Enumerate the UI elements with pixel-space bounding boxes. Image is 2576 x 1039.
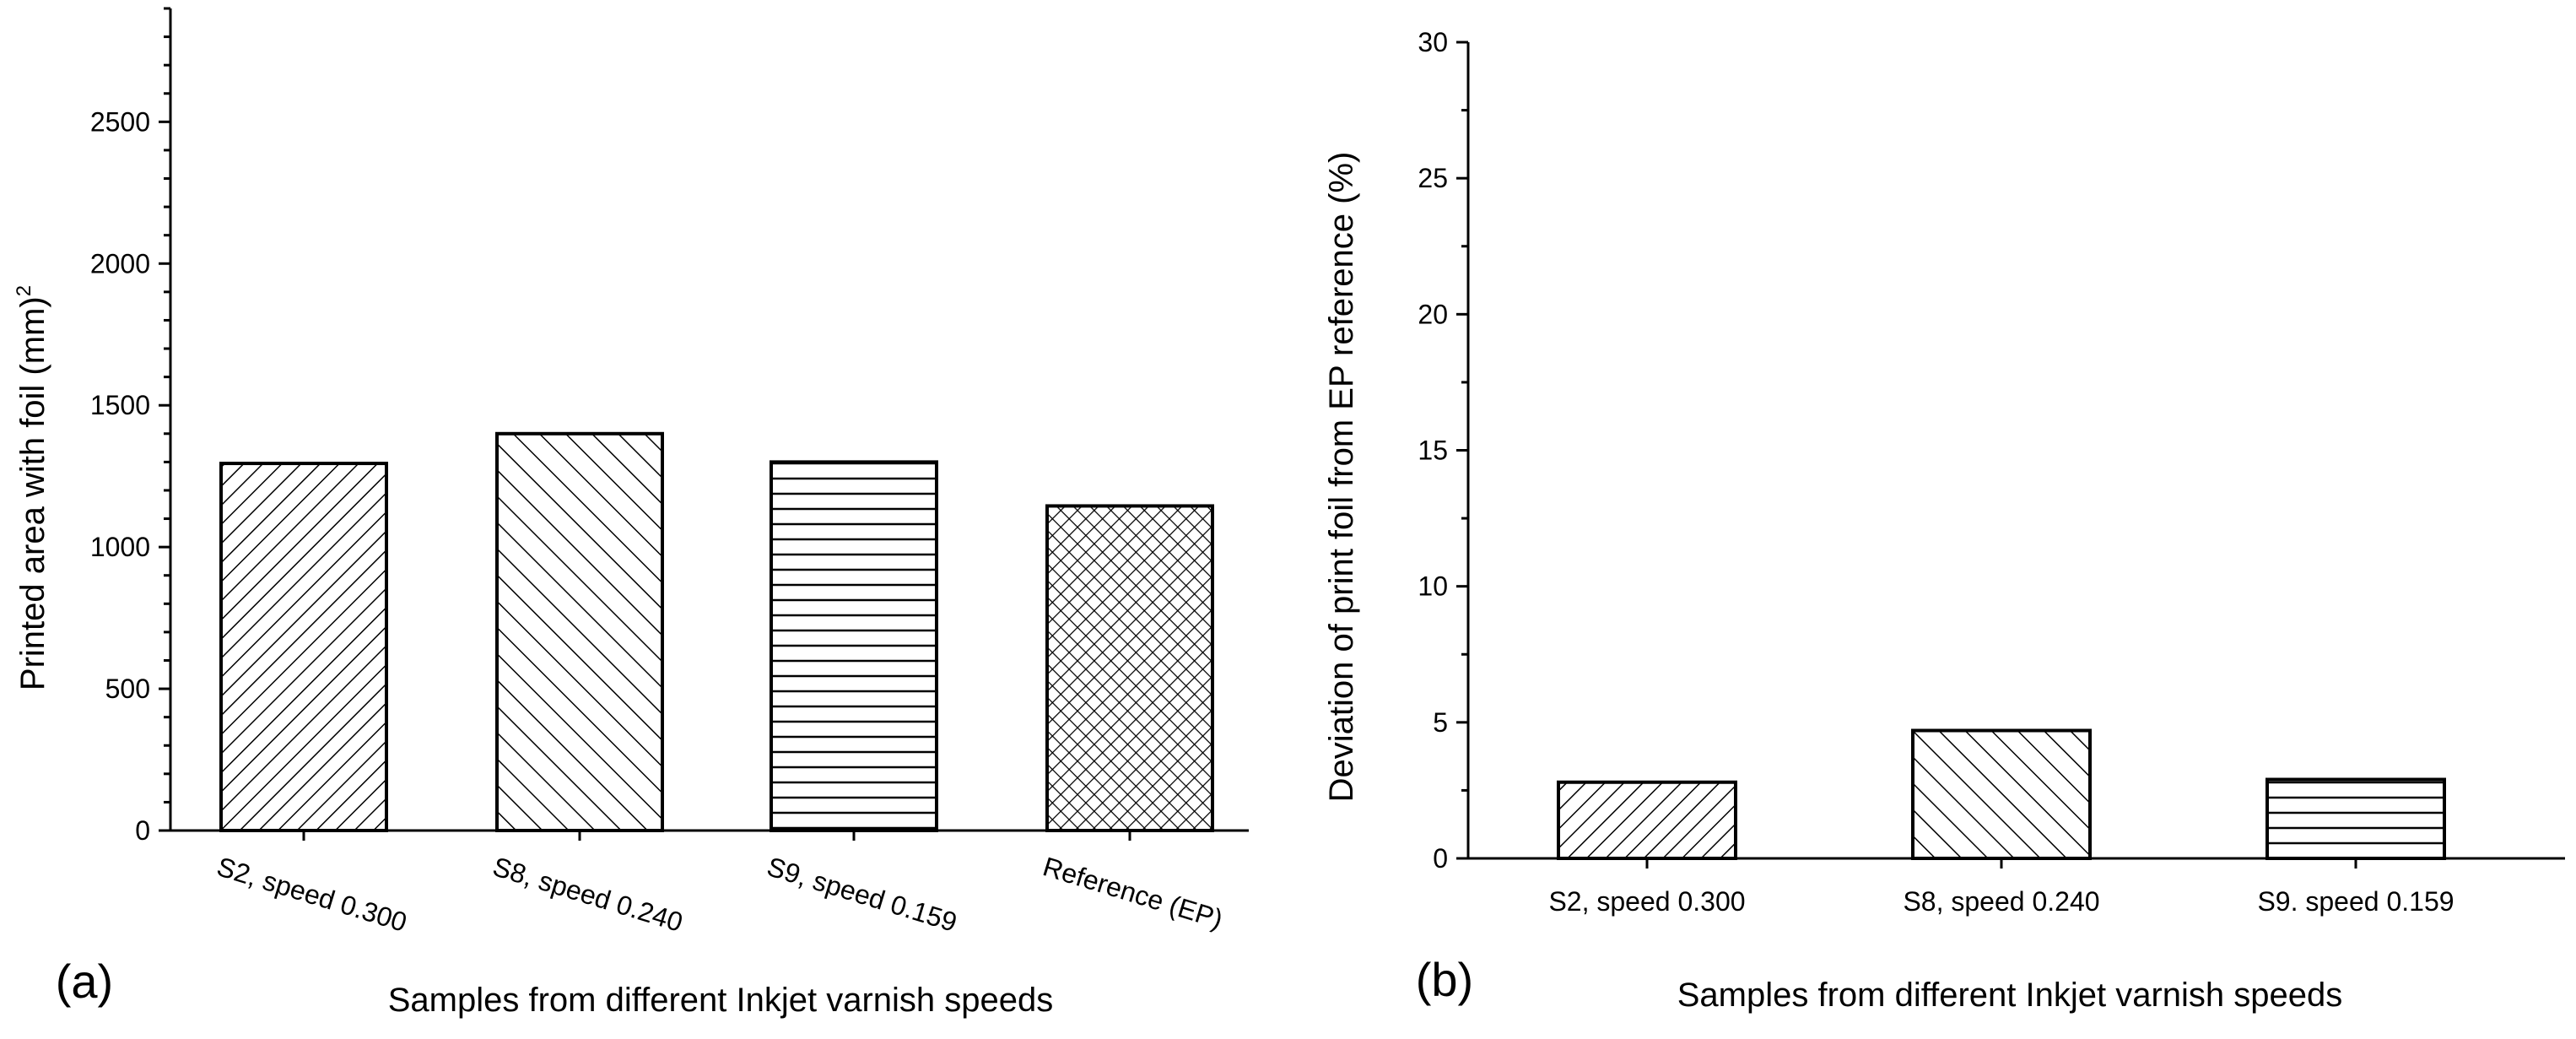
panel-a-x-axis-title: Samples from different Inkjet varnish sp…: [388, 982, 1054, 1019]
panel-a-axes: [169, 8, 1249, 832]
panel-b-y-tick-label: 0: [1433, 843, 1448, 874]
panel-a-label: (a): [56, 955, 113, 1008]
panel-b-y-tick-label: 15: [1418, 436, 1448, 466]
panel-a-y-axis-title: Printed area with foil (mm)2: [13, 285, 51, 690]
panel-a-bar-chart: 0 500 1000 1500 2000 2500 S2, speed 0.300 S8, …: [13, 7, 1249, 1019]
panel-a-bar-3: [770, 460, 938, 833]
panel-b-label: (b): [1416, 953, 1473, 1006]
panel-b-y-ticks: 0 5 10 15 20 25 30: [1418, 27, 1468, 874]
panel-b-x-tick-label: S9. speed 0.159: [2257, 886, 2454, 917]
panel-a-x-tick-label: Reference (EP): [1040, 851, 1226, 934]
panel-b-y-tick-label: 25: [1418, 163, 1448, 193]
panel-b-bar-2: [1911, 728, 2092, 861]
panel-a-x-tick-label: S8, speed 0.240: [489, 851, 686, 938]
panel-b-bars: [1557, 728, 2446, 861]
panel-b-bar-3: [2265, 777, 2446, 860]
panel-a-y-tick-label: 0: [135, 815, 150, 846]
panel-a-bar-4: [1045, 504, 1214, 832]
panel-b-bar-chart: 0 5 10 15 20 25 30 S2, speed 0.300 S8, speed 0.…: [1323, 27, 2565, 1014]
panel-b-y-tick-label: 10: [1418, 571, 1448, 602]
panel-b-bar-1: [1557, 780, 1737, 860]
panel-b-y-tick-label: 30: [1418, 27, 1448, 57]
panel-b-x-tick-label: S2, speed 0.300: [1548, 886, 1745, 917]
panel-a-x-tick-label: S2, speed 0.300: [213, 851, 410, 938]
panel-a-y-tick-label: 500: [105, 674, 150, 704]
panel-a-bar-1: [219, 462, 388, 832]
panel-b-y-axis-title: Deviation of print foil from EP referenc…: [1323, 152, 1360, 803]
panel-a-y-tick-label: 2000: [90, 248, 150, 279]
panel-a-bar-2: [495, 431, 664, 832]
panel-b-x-tick-label: S8, speed 0.240: [1903, 886, 2099, 917]
panel-a-x-tick-label: S9, speed 0.159: [764, 851, 960, 938]
panel-a-y-tick-label: 2500: [90, 106, 150, 137]
panel-b-y-tick-label: 5: [1433, 707, 1448, 738]
panel-b-x-tick-labels: S2, speed 0.300 S8, speed 0.240 S9. speed …: [1548, 858, 2454, 917]
panel-a-y-ticks: 0 500 1000 1500 2000 2500: [90, 7, 170, 846]
panel-a-x-tick-labels: S2, speed 0.300 S8, speed 0.240 S9, speed …: [213, 831, 1226, 938]
panel-a-y-tick-label: 1500: [90, 390, 150, 420]
panel-a-bars: [219, 431, 1214, 833]
panel-b-y-tick-label: 20: [1418, 299, 1448, 329]
panel-b-x-axis-title: Samples from different Inkjet varnish sp…: [1677, 977, 2343, 1014]
panel-a-y-tick-label: 1000: [90, 532, 150, 562]
